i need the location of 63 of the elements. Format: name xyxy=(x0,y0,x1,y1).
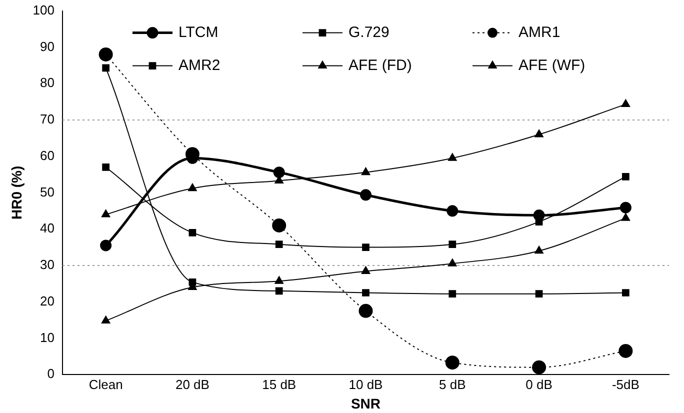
point xyxy=(273,166,285,178)
y-tick-label: 40 xyxy=(40,220,54,236)
y-tick-label: 30 xyxy=(40,257,54,272)
point xyxy=(620,202,632,214)
y-tick-label: 10 xyxy=(40,330,54,345)
x-tick-label: 15 dB xyxy=(262,376,296,392)
point xyxy=(621,99,630,108)
legend-label: AFE (FD) xyxy=(348,56,412,74)
point xyxy=(274,276,284,284)
point xyxy=(533,210,545,222)
point xyxy=(362,289,370,296)
y-tick-label: 20 xyxy=(40,293,54,308)
point xyxy=(358,304,373,318)
point xyxy=(102,164,110,171)
y-tick-label: 50 xyxy=(40,184,54,200)
point xyxy=(448,153,457,161)
point xyxy=(448,240,456,248)
point xyxy=(622,173,630,180)
point xyxy=(101,210,110,218)
legend-label: AFE (WF) xyxy=(518,56,586,74)
point xyxy=(275,287,283,295)
x-tick-label: 10 dB xyxy=(348,376,383,392)
point xyxy=(272,218,286,232)
legend-label: AMR1 xyxy=(518,24,560,41)
point xyxy=(621,213,630,221)
point xyxy=(188,278,196,286)
point xyxy=(361,266,370,274)
point xyxy=(446,205,458,217)
y-tick-label: 80 xyxy=(40,75,54,90)
x-tick-label: -5dB xyxy=(612,376,640,392)
point xyxy=(102,64,110,72)
point xyxy=(360,189,372,201)
point xyxy=(188,183,197,192)
point xyxy=(100,240,112,252)
y-tick-label: 100 xyxy=(32,2,54,18)
point xyxy=(275,240,283,248)
y-tick-label: 70 xyxy=(40,112,54,127)
legend-label: LTCM xyxy=(178,24,218,41)
point xyxy=(622,289,630,296)
legend-label: G.729 xyxy=(348,24,390,41)
point xyxy=(534,129,544,138)
point xyxy=(98,47,113,62)
x-tick-label: 5 dB xyxy=(439,376,466,392)
x-tick-label: 20 dB xyxy=(175,376,210,392)
point xyxy=(101,316,110,324)
legend-label: AMR2 xyxy=(178,56,220,74)
y-tick-label: 60 xyxy=(40,148,54,163)
y-tick-label: 0 xyxy=(47,366,54,382)
x-axis-title: SNR xyxy=(350,395,381,412)
point xyxy=(188,229,196,236)
point xyxy=(361,167,370,176)
point xyxy=(362,244,370,251)
point xyxy=(535,290,543,298)
x-tick-label: Clean xyxy=(88,376,123,392)
point xyxy=(445,356,460,370)
y-tick-label: 90 xyxy=(40,38,54,54)
point xyxy=(448,258,457,266)
point xyxy=(532,360,546,374)
point xyxy=(618,344,633,358)
point xyxy=(534,246,544,254)
point xyxy=(448,290,456,298)
y-axis-title: HR0 (%) xyxy=(8,166,24,220)
x-tick-label: 0 dB xyxy=(526,376,552,392)
